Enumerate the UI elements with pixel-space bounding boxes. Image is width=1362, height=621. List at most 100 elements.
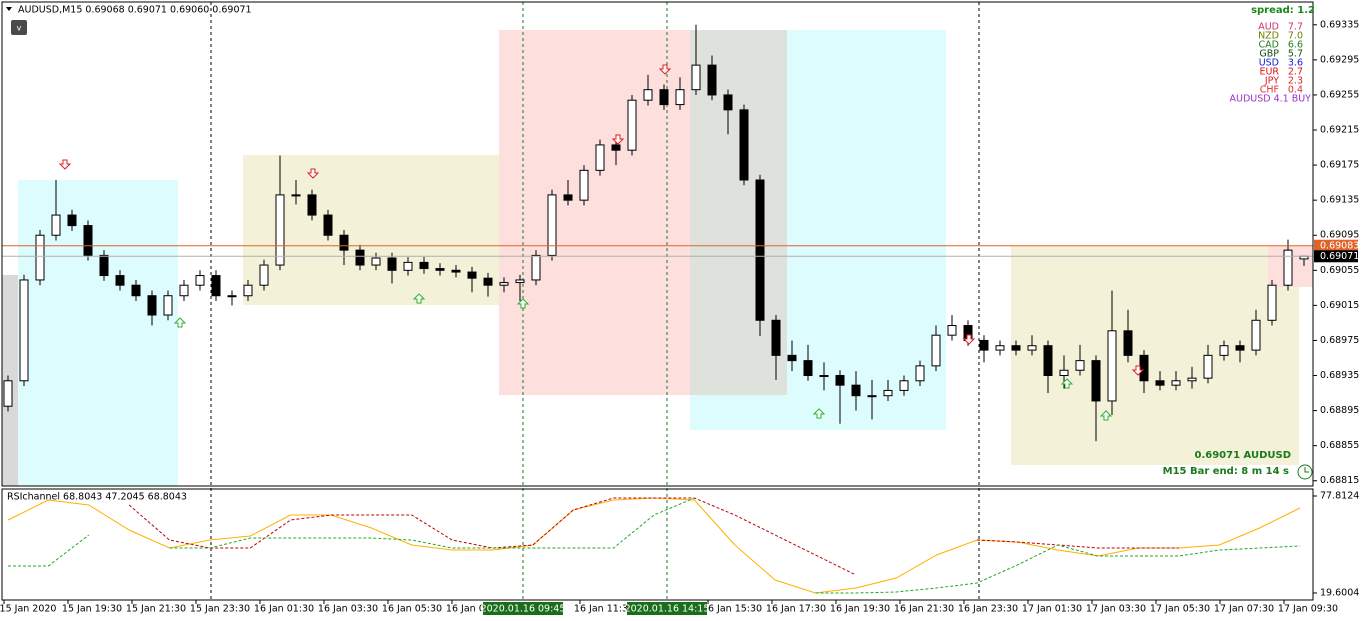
currency-name: CAD xyxy=(1259,40,1279,51)
y-tick-label: 0.69175 xyxy=(1320,160,1359,171)
bar-end-info: M15 Bar end: 8 m 14 s xyxy=(1163,466,1289,477)
clock-icon xyxy=(1297,464,1313,480)
candle-body xyxy=(1251,319,1261,351)
currency-value: 5.7 xyxy=(1288,49,1303,60)
x-tick-label: 17 Jan 05:30 xyxy=(1150,604,1210,615)
candle-body xyxy=(83,225,93,256)
candle-body xyxy=(195,275,205,286)
candle-body xyxy=(579,169,589,201)
candle-body xyxy=(435,268,445,271)
candle-body xyxy=(131,284,141,297)
candle-body xyxy=(291,194,301,197)
y-tick-label: 0.68895 xyxy=(1320,405,1359,416)
x-tick-label: 17 Jan 03:30 xyxy=(1086,604,1146,615)
candle-body xyxy=(1235,345,1245,351)
price-tag xyxy=(1314,250,1358,263)
candle-body xyxy=(99,254,109,277)
candle-body xyxy=(355,249,365,266)
y-tick-label: 0.68855 xyxy=(1320,440,1359,451)
candle-body xyxy=(867,395,877,398)
sell-arrow xyxy=(962,334,976,345)
y-tick-label: 0.68975 xyxy=(1320,335,1359,346)
zone xyxy=(690,30,787,395)
x-tick-label: 15 Jan 19:30 xyxy=(62,604,122,615)
x-tick-label: 16 Jan 01:30 xyxy=(254,604,314,615)
x-tick-label: 15 Jan 23:30 xyxy=(190,604,250,615)
currency-value: 7.0 xyxy=(1288,31,1303,42)
candle-body xyxy=(243,284,253,297)
price-tag-label: 0.69083 xyxy=(1320,240,1359,251)
candle-body xyxy=(931,334,941,367)
currency-value: 2.3 xyxy=(1288,76,1303,87)
y-tick-label: 77.8124 xyxy=(1320,490,1359,501)
rsi-frame xyxy=(1,488,1314,601)
x-tick-label: 16 Jan 15:30 xyxy=(702,604,762,615)
dropdown-icon[interactable] xyxy=(6,7,12,11)
currency-value: 7.7 xyxy=(1288,22,1303,33)
candle-body xyxy=(163,295,173,316)
price-tag xyxy=(1314,239,1358,252)
rsi-line xyxy=(976,539,1179,549)
x-tick-label: 17 Jan 09:30 xyxy=(1278,604,1338,615)
candle-body xyxy=(643,89,653,101)
y-tick-label: 0.69215 xyxy=(1320,125,1359,136)
rsi-line xyxy=(815,544,1301,594)
candle-body xyxy=(899,380,909,391)
candle-body xyxy=(403,261,413,271)
candle-body xyxy=(835,375,845,386)
x-tick-label: 16 Jan 19:30 xyxy=(830,604,890,615)
currency-name: GBP xyxy=(1259,49,1279,60)
y-tick-label: 19.6004 xyxy=(1320,588,1359,599)
candle-body xyxy=(803,360,813,377)
y-tick-label: 0.69335 xyxy=(1320,19,1359,30)
candle-body xyxy=(739,109,749,181)
menu-button[interactable] xyxy=(11,20,27,35)
candle-body xyxy=(915,365,925,382)
menu-button-label[interactable]: v xyxy=(17,24,22,33)
x-tick-label: 17 Jan 07:30 xyxy=(1214,604,1274,615)
sell-arrow xyxy=(611,134,625,145)
cursor-tag-label: 2020.01.16 09:45 xyxy=(481,604,566,615)
candle-body xyxy=(1011,345,1021,351)
candle-body xyxy=(323,214,333,236)
candle-body xyxy=(611,144,621,151)
candle-body xyxy=(1187,377,1197,382)
currency-name: USD xyxy=(1259,58,1279,69)
currency-value: 0.4 xyxy=(1288,85,1303,96)
candle-body xyxy=(147,295,157,316)
candle-body xyxy=(819,375,829,378)
currency-value: 3.6 xyxy=(1288,58,1303,69)
candle-body xyxy=(1267,284,1277,321)
x-tick-label: 17 Jan 01:30 xyxy=(1022,604,1082,615)
sell-arrow xyxy=(306,168,320,179)
sell-arrow xyxy=(58,159,72,170)
candle-body xyxy=(1043,345,1053,377)
candle-body xyxy=(371,257,381,266)
x-tick-label: 16 Jan 17:30 xyxy=(766,604,826,615)
cursor-tag-label: 2020.01.16 14:15 xyxy=(625,604,710,615)
y-tick-label: 0.69135 xyxy=(1320,195,1359,206)
x-tick-label: 16 Jan 23:30 xyxy=(958,604,1018,615)
sell-arrow xyxy=(658,64,672,75)
candle-body xyxy=(995,345,1005,351)
candle-body xyxy=(1155,380,1165,386)
candle-body xyxy=(691,64,701,91)
y-tick-label: 0.69295 xyxy=(1320,54,1359,65)
candle-body xyxy=(483,277,493,286)
chart-title: AUDUSD,M15 0.69068 0.69071 0.69060 0.690… xyxy=(18,5,252,16)
x-tick-label: 16 Jan 07:30 xyxy=(446,604,506,615)
candle-body xyxy=(595,144,605,171)
buy-arrow xyxy=(173,317,187,328)
candle-body xyxy=(259,264,269,286)
candle-body xyxy=(1139,354,1149,382)
zone xyxy=(243,155,530,305)
candle-body xyxy=(467,271,477,279)
x-tick-label: 16 Jan 11:30 xyxy=(574,604,634,615)
candle-body xyxy=(787,354,797,362)
candle-body xyxy=(675,89,685,106)
price-plot xyxy=(2,24,1313,442)
zone xyxy=(1011,246,1299,465)
clock-hands xyxy=(1304,467,1309,473)
